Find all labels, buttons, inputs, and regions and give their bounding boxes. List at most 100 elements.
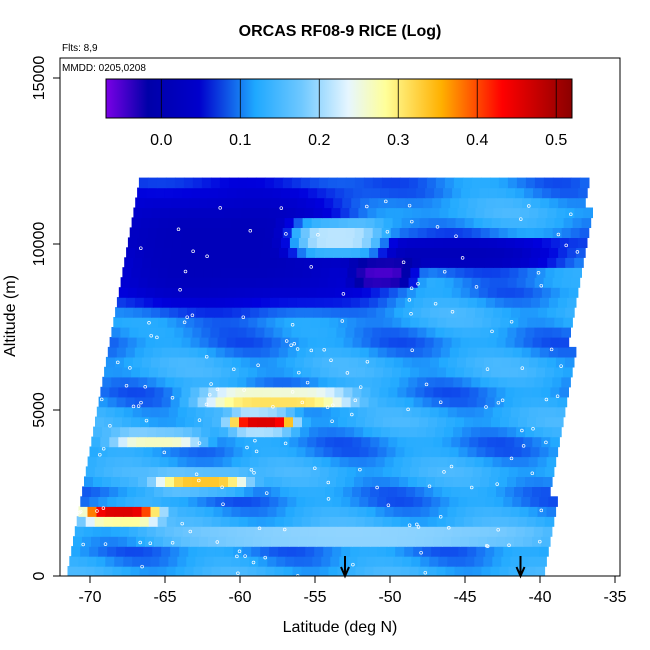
heatmap-cell <box>282 426 292 438</box>
heatmap-cell <box>315 247 325 258</box>
heatmap-cell <box>534 426 544 438</box>
heatmap-cell <box>261 247 271 258</box>
heatmap-cell <box>447 456 458 468</box>
heatmap-cell <box>309 426 319 438</box>
heatmap-cell <box>190 386 200 398</box>
heatmap-cell <box>143 346 154 358</box>
heatmap-cell <box>368 496 378 507</box>
heatmap-cell <box>150 406 161 418</box>
heatmap-cell <box>154 337 165 348</box>
heatmap-cell <box>262 287 273 298</box>
heatmap-cell <box>230 217 241 228</box>
heatmap-cell <box>262 237 273 248</box>
heatmap-cell <box>435 376 445 388</box>
heatmap-cell <box>247 566 258 576</box>
heatmap-cell <box>256 516 267 527</box>
heatmap-cell <box>516 327 526 338</box>
heatmap-cell <box>444 277 455 288</box>
sample-point <box>256 363 260 368</box>
heatmap-cell <box>204 506 215 517</box>
heatmap-cell <box>417 277 428 288</box>
heatmap-cell <box>510 556 520 567</box>
heatmap-cell <box>141 406 152 418</box>
heatmap-cell <box>137 526 148 537</box>
heatmap-cell <box>311 267 321 278</box>
heatmap-cell <box>431 446 442 458</box>
heatmap-cell <box>557 297 568 308</box>
heatmap-cell <box>276 406 287 418</box>
heatmap-cell <box>185 416 195 428</box>
heatmap-cell <box>174 327 184 338</box>
heatmap-cell <box>465 506 476 517</box>
heatmap-cell <box>215 546 225 557</box>
heatmap-cell <box>253 386 263 398</box>
heatmap-cell <box>375 406 386 418</box>
heatmap-cell <box>273 327 283 338</box>
heatmap-cell <box>519 406 530 418</box>
heatmap-cell <box>168 456 179 468</box>
heatmap-cell <box>336 376 346 388</box>
heatmap-cell <box>409 566 420 576</box>
heatmap-cell <box>205 307 215 318</box>
heatmap-cell <box>222 506 233 517</box>
sample-point <box>521 444 526 448</box>
heatmap-cell <box>358 307 368 318</box>
heatmap-cell <box>356 366 366 378</box>
heatmap-cell <box>332 346 343 358</box>
heatmap-cell <box>190 436 200 448</box>
heatmap-cell <box>422 446 433 458</box>
heatmap-cell <box>453 327 463 338</box>
heatmap-cell <box>152 346 163 358</box>
heatmap-cell <box>323 446 334 458</box>
heatmap-cell <box>322 207 332 219</box>
sample-point <box>406 407 410 412</box>
heatmap-cell <box>550 287 561 298</box>
heatmap-cell <box>275 317 285 328</box>
sample-point <box>313 466 317 471</box>
heatmap-cell <box>347 366 357 378</box>
heatmap-cell <box>505 386 515 398</box>
heatmap-cell <box>307 386 317 398</box>
heatmap-cell <box>383 217 394 228</box>
heatmap-cell <box>318 376 328 388</box>
heatmap-cell <box>174 476 184 487</box>
heatmap-cell <box>83 526 94 537</box>
heatmap-cell <box>458 496 468 507</box>
heatmap-cell <box>294 356 305 368</box>
heatmap-cell <box>389 526 400 537</box>
heatmap-cell <box>138 227 149 238</box>
heatmap-cell <box>319 516 330 527</box>
heatmap-cell <box>309 376 319 388</box>
heatmap-cell <box>212 317 222 328</box>
heatmap-cell <box>109 536 119 547</box>
heatmap-cell <box>464 317 474 328</box>
heatmap-cell <box>199 436 209 448</box>
heatmap-cell <box>561 227 572 238</box>
heatmap-cell <box>483 506 494 517</box>
sample-point <box>365 359 370 364</box>
heatmap-cell <box>390 376 400 388</box>
heatmap-cell <box>496 287 507 298</box>
heatmap-cell <box>406 237 417 248</box>
heatmap-cell <box>105 456 116 468</box>
heatmap-cell <box>312 556 322 567</box>
heatmap-cell <box>204 356 215 368</box>
heatmap-cell <box>547 207 557 219</box>
heatmap-cell <box>506 526 517 537</box>
colorbar <box>105 78 573 119</box>
heatmap-cell <box>111 426 121 438</box>
heatmap-cell <box>379 386 389 398</box>
heatmap-cell <box>377 546 387 557</box>
heatmap-cell <box>368 396 379 408</box>
heatmap-cell <box>195 456 206 468</box>
heatmap-cell <box>478 536 488 547</box>
heatmap-cell <box>415 536 425 547</box>
heatmap-cell <box>399 227 410 238</box>
heatmap-cell <box>302 267 312 278</box>
heatmap-cell <box>521 496 531 507</box>
sample-point <box>509 319 514 324</box>
heatmap-cell <box>444 376 454 388</box>
heatmap-cell <box>473 416 483 428</box>
heatmap-cell <box>165 227 176 238</box>
heatmap-cell <box>114 456 125 468</box>
